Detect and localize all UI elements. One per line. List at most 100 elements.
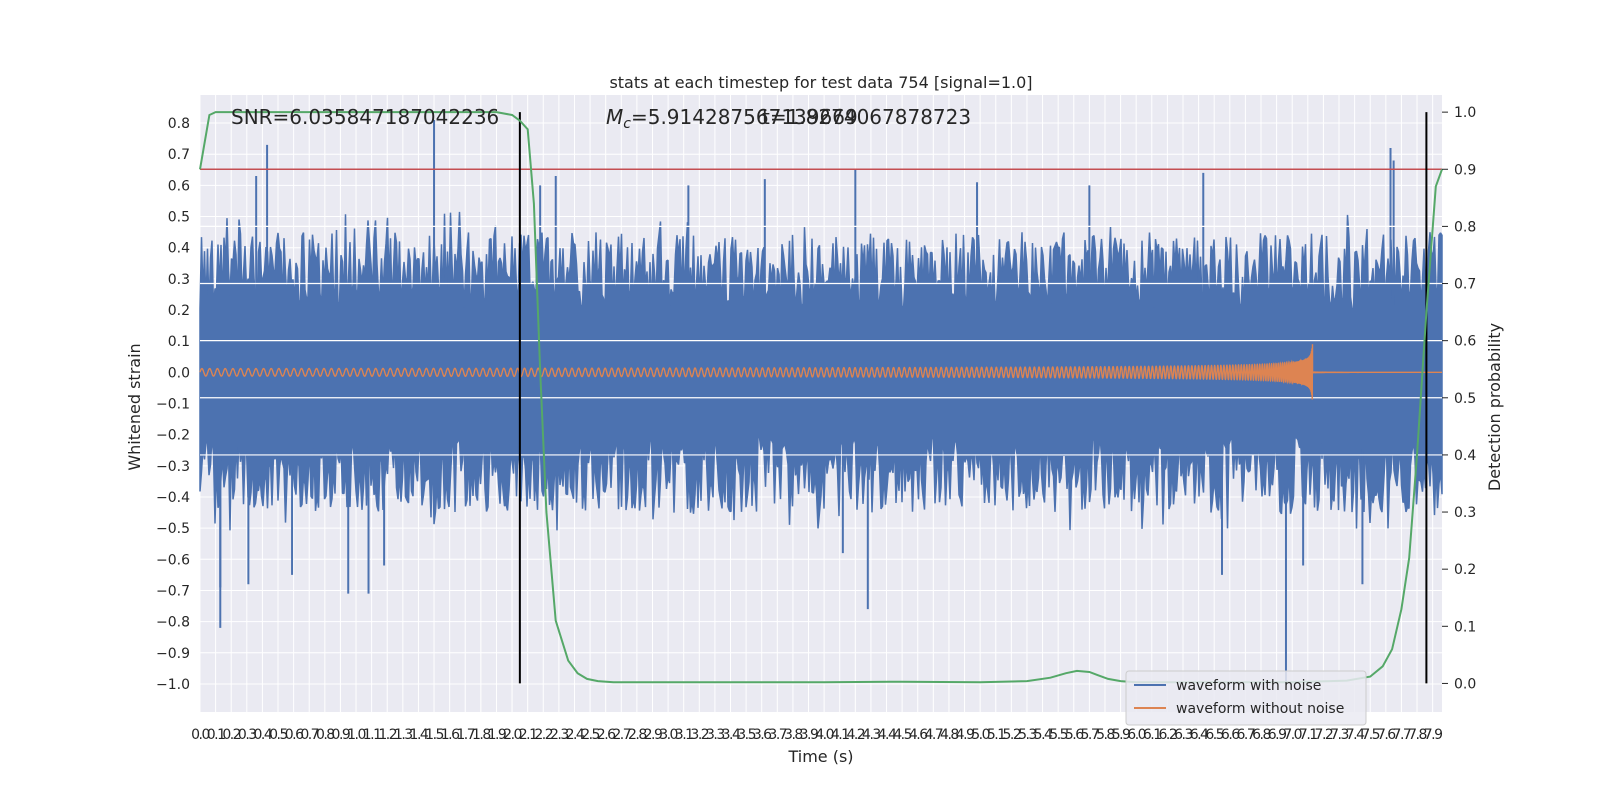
x-tick-label: 6.9 bbox=[1268, 727, 1286, 743]
x-tick-label: 4.2 bbox=[846, 727, 864, 743]
y-tick-label: −1.0 bbox=[156, 677, 190, 693]
x-tick-label: 1.0 bbox=[347, 727, 365, 743]
y-tick-label: 0.4 bbox=[168, 241, 190, 257]
x-tick-label: 5.4 bbox=[1034, 727, 1053, 743]
x-tick-label: 3.0 bbox=[659, 727, 677, 743]
x-tick-label: 6.6 bbox=[1221, 727, 1240, 743]
x-tick-label: 6.2 bbox=[1159, 727, 1177, 743]
x-tick-label: 7.1 bbox=[1299, 727, 1317, 743]
y2-tick-label: 0.2 bbox=[1454, 562, 1476, 578]
x-tick-label: 5.3 bbox=[1018, 727, 1036, 743]
y-tick-label: −0.8 bbox=[156, 615, 190, 631]
legend-label-noise: waveform with noise bbox=[1176, 678, 1321, 694]
x-tick-label: 5.7 bbox=[1080, 727, 1098, 743]
mc-value: =5.914287567139669 bbox=[631, 105, 858, 129]
x-tick-label: 6.5 bbox=[1205, 727, 1223, 743]
chart-title: stats at each timestep for test data 754… bbox=[609, 73, 1032, 92]
y-tick-label: 0.0 bbox=[168, 365, 190, 381]
x-tick-label: 5.1 bbox=[987, 727, 1005, 743]
x-tick-label: 3.3 bbox=[706, 727, 724, 743]
series-waveform-with-noise bbox=[199, 119, 1443, 684]
x-tick-label: 1.4 bbox=[410, 727, 429, 743]
x-tick-label: 2.0 bbox=[503, 727, 521, 743]
x-tick-label: 0.7 bbox=[300, 727, 318, 743]
y-tick-label: 0.8 bbox=[168, 116, 190, 132]
legend: waveform with noise waveform without noi… bbox=[1125, 670, 1367, 726]
mc-subscript: c bbox=[623, 116, 631, 132]
y-tick-label: −0.5 bbox=[156, 521, 190, 537]
x-tick-label: 2.2 bbox=[534, 727, 552, 743]
x-tick-label: 2.8 bbox=[628, 727, 646, 743]
x-tick-label: 4.6 bbox=[909, 727, 928, 743]
x-tick-label: 6.8 bbox=[1252, 727, 1270, 743]
legend-box bbox=[1125, 670, 1367, 726]
x-tick-label: 3.5 bbox=[737, 727, 755, 743]
y-axis-ticks: 0.8 0.7 0.6 0.5 0.4 0.3 0.2 0.1 0.0 −0.1 −0.2 −0.3 −… bbox=[156, 116, 190, 693]
x-tick-label: 1.9 bbox=[488, 727, 506, 743]
x-tick-label: 0.4 bbox=[254, 727, 273, 743]
x-tick-label: 1.3 bbox=[394, 727, 412, 743]
y2-tick-label: 0.6 bbox=[1454, 334, 1476, 350]
x-tick-label: 2.5 bbox=[581, 727, 599, 743]
x-tick-label: 2.9 bbox=[644, 727, 662, 743]
y-tick-label: 0.3 bbox=[168, 272, 190, 288]
y-tick-label: 0.2 bbox=[168, 303, 190, 319]
x-tick-label: 2.7 bbox=[612, 727, 630, 743]
y-tick-label: 0.6 bbox=[168, 178, 190, 194]
x-tick-label: 3.1 bbox=[675, 727, 693, 743]
x-tick-label: 6.7 bbox=[1237, 727, 1255, 743]
x-tick-label: 4.4 bbox=[878, 727, 897, 743]
x-tick-label: 0.3 bbox=[238, 727, 256, 743]
y-tick-label: −0.7 bbox=[156, 583, 190, 599]
x-tick-label: 7.6 bbox=[1377, 727, 1396, 743]
x-tick-label: 2.1 bbox=[519, 727, 537, 743]
x-tick-label: 4.9 bbox=[956, 727, 974, 743]
clean-waveform-path bbox=[199, 344, 1442, 400]
x-tick-label: 0.1 bbox=[207, 727, 225, 743]
y2-tick-label: 0.7 bbox=[1454, 277, 1476, 293]
y2-tick-label: 0.5 bbox=[1454, 391, 1476, 407]
y-tick-label: −0.6 bbox=[156, 552, 190, 568]
x-tick-label: 1.2 bbox=[378, 727, 396, 743]
x-tick-label: 5.2 bbox=[1002, 727, 1020, 743]
x-tick-label: 4.8 bbox=[940, 727, 958, 743]
x-tick-label: 5.0 bbox=[971, 727, 989, 743]
y-tick-label: −0.3 bbox=[156, 459, 190, 475]
y-axis-label: Whitened strain bbox=[125, 343, 144, 470]
vertical-lines bbox=[518, 112, 1428, 684]
x-tick-label: 1.8 bbox=[472, 727, 490, 743]
series-detection-probability bbox=[199, 111, 1443, 684]
grid-secondary bbox=[200, 225, 1442, 456]
x-tick-label: 5.6 bbox=[1065, 727, 1084, 743]
x-tick-label: 0.9 bbox=[332, 727, 350, 743]
x-tick-label: 1.7 bbox=[456, 727, 474, 743]
x-tick-label: 0.6 bbox=[285, 727, 304, 743]
x-tick-label: 3.7 bbox=[768, 727, 786, 743]
x-tick-label: 3.9 bbox=[800, 727, 818, 743]
overlap-annotation: t=1.8274067878723 bbox=[762, 105, 971, 129]
x-tick-label: 1.1 bbox=[363, 727, 381, 743]
y2-tick-label: 0.9 bbox=[1454, 162, 1476, 178]
y-tick-label: −0.4 bbox=[156, 490, 190, 506]
x-tick-label: 6.1 bbox=[1143, 727, 1161, 743]
x-tick-label: 5.9 bbox=[1112, 727, 1130, 743]
x-tick-label: 4.5 bbox=[893, 727, 911, 743]
x-tick-label: 7.9 bbox=[1424, 727, 1442, 743]
x-tick-label: 2.6 bbox=[597, 727, 616, 743]
x-tick-label: 3.2 bbox=[690, 727, 708, 743]
y-tick-label: −0.1 bbox=[156, 397, 190, 413]
x-tick-label: 0.2 bbox=[222, 727, 240, 743]
x-tick-label: 4.0 bbox=[815, 727, 833, 743]
snr-annotation: SNR=6.035847187042236 bbox=[231, 105, 499, 129]
x-tick-label: 0.8 bbox=[316, 727, 334, 743]
x-tick-label: 5.5 bbox=[1049, 727, 1067, 743]
y2-tick-label: 0.8 bbox=[1454, 219, 1476, 235]
y-tick-label: −0.9 bbox=[156, 646, 190, 662]
x-tick-label: 7.7 bbox=[1393, 727, 1411, 743]
mc-symbol: M bbox=[606, 105, 623, 129]
x-tick-label: 5.8 bbox=[1096, 727, 1114, 743]
x-tick-label: 3.8 bbox=[784, 727, 802, 743]
x-tick-label: 4.3 bbox=[862, 727, 880, 743]
x-tick-label: 7.0 bbox=[1283, 727, 1301, 743]
